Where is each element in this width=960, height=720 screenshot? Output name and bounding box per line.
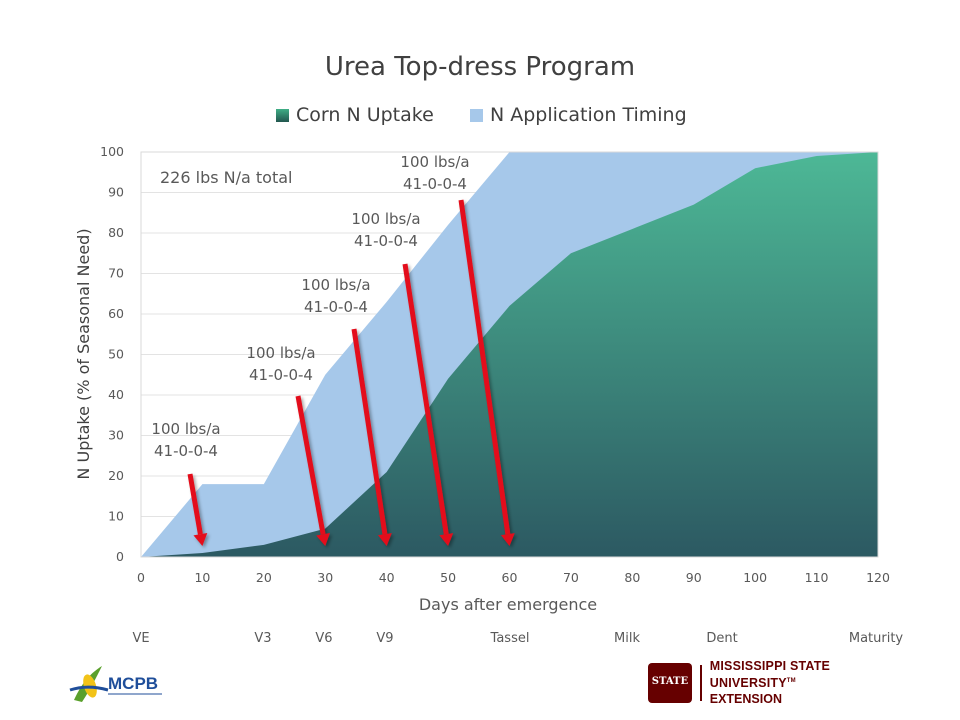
- legend-swatch-corn-n-uptake: [276, 108, 289, 122]
- annotation-rate-label: 100 lbs/a: [151, 420, 220, 438]
- msu-m-mark-icon: STATE: [648, 663, 692, 703]
- y-tick-label: 90: [108, 185, 124, 200]
- x-tick-label: 110: [805, 570, 829, 585]
- msu-wordmark: MISSISSIPPI STATE UNIVERSITYTM EXTENSION: [710, 659, 910, 706]
- application-arrow-icon: [458, 199, 515, 546]
- area-series: [141, 152, 878, 557]
- y-tick-label: 10: [108, 509, 124, 524]
- annotation-rate-label: 100 lbs/a: [301, 276, 370, 294]
- application-arrow-icon: [187, 473, 208, 546]
- annotations: 100 lbs/a 41-0-0-4 100 lbs/a 41-0-0-4 100 lb…: [151, 153, 515, 546]
- msu-wordmark-line2: EXTENSION: [709, 691, 782, 706]
- y-tick-label: 60: [108, 306, 124, 321]
- stage-tassel: Tassel: [490, 631, 530, 646]
- corn-leaf-icon: MCPB: [69, 666, 162, 702]
- y-tick-label: 30: [108, 428, 124, 443]
- legend-item-n-application-timing: N Application Timing: [470, 104, 687, 126]
- y-tick-label: 70: [108, 266, 124, 281]
- msu-wordmark-line1: MISSISSIPPI STATE UNIVERSITY: [709, 659, 831, 691]
- y-tick-label: 100: [100, 144, 124, 159]
- legend-item-corn-n-uptake: Corn N Uptake: [276, 104, 434, 126]
- msu-mark-text: STATE: [651, 676, 689, 687]
- y-tick-label: 80: [108, 225, 124, 240]
- x-tick-label: 100: [743, 570, 767, 585]
- chart-title: Urea Top-dress Program: [324, 52, 636, 82]
- annotation-product-label: 41-0-0-4: [354, 232, 418, 250]
- stage-v6: V6: [315, 631, 333, 646]
- y-axis-label: N Uptake (% of Seasonal Need): [74, 228, 93, 479]
- application-arrow-icon: [351, 328, 392, 546]
- x-tick-label: 120: [866, 570, 890, 585]
- area-corn-n-uptake: [141, 152, 878, 557]
- plot-border: [140, 151, 879, 558]
- x-tick-label: 0: [137, 570, 145, 585]
- x-tick-label: 70: [563, 570, 579, 585]
- x-tick-label: 90: [686, 570, 702, 585]
- application-arrow-icon: [402, 263, 454, 546]
- annotation-rate-label: 100 lbs/a: [351, 210, 420, 228]
- application-arrow-icon: [295, 395, 330, 546]
- stage-ve: VE: [132, 631, 150, 646]
- y-tick-label: 0: [116, 549, 124, 564]
- mcpb-logo: MCPB: [68, 660, 164, 706]
- annotation-product-label: 41-0-0-4: [249, 366, 313, 384]
- legend-label-corn-n-uptake: Corn N Uptake: [296, 104, 434, 126]
- x-axis-label: Days after emergence: [419, 595, 597, 614]
- msu-extension-logo: STATE MISSISSIPPI STATE UNIVERSITYTM EXT…: [648, 659, 910, 706]
- annotation-rate-label: 100 lbs/a: [400, 153, 469, 171]
- y-tick-label: 40: [108, 387, 124, 402]
- x-tick-label: 10: [194, 570, 210, 585]
- annotation-product-label: 41-0-0-4: [403, 175, 467, 193]
- stage-v3: V3: [254, 631, 272, 646]
- x-tick-label: 60: [502, 570, 518, 585]
- annotation-product-label: 41-0-0-4: [154, 442, 218, 460]
- annotation-rate-label: 100 lbs/a: [246, 344, 315, 362]
- x-tick-label: 50: [440, 570, 456, 585]
- x-tick-label: 40: [379, 570, 395, 585]
- chart-legend: Corn N Uptake N Application Timing: [0, 104, 960, 130]
- stage-maturity: Maturity: [848, 631, 904, 646]
- stage-milk: Milk: [614, 631, 640, 646]
- x-tick-label: 30: [317, 570, 333, 585]
- legend-swatch-n-application-timing: [470, 108, 483, 122]
- stage-v9: V9: [376, 631, 394, 646]
- legend-label-n-application-timing: N Application Timing: [490, 104, 687, 126]
- y-tick-label: 50: [108, 347, 124, 362]
- stage-dent: Dent: [706, 631, 738, 646]
- msu-trademark: TM: [786, 678, 796, 685]
- tick-labels: 0 10 20 30 40 50 60 70 80 90 100 110 120 0 10 20 30 40 50 6…: [100, 144, 890, 585]
- annotation-product-label: 41-0-0-4: [304, 298, 368, 316]
- msu-divider: [699, 665, 702, 701]
- x-tick-label: 20: [256, 570, 272, 585]
- y-tick-label: 20: [108, 468, 124, 483]
- mcpb-logo-text: MCPB: [108, 674, 158, 693]
- total-n-note: 226 lbs N/a total: [160, 168, 292, 187]
- x-tick-label: 80: [624, 570, 640, 585]
